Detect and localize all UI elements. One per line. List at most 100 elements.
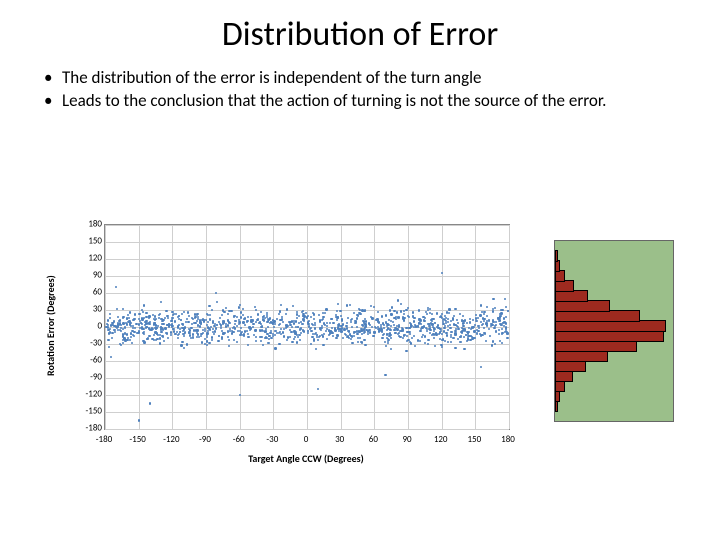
scatter-point (109, 317, 111, 319)
scatter-point (115, 286, 117, 288)
scatter-point (289, 321, 291, 323)
scatter-point (488, 319, 490, 321)
scatter-point (285, 324, 287, 326)
scatter-point (389, 309, 391, 311)
scatter-point (236, 341, 238, 343)
scatter-point (244, 330, 246, 332)
scatter-point (138, 419, 140, 421)
scatter-point (326, 338, 328, 340)
scatter-point (227, 319, 229, 321)
scatter-point (314, 327, 316, 329)
scatter-point (177, 334, 179, 336)
scatter-point (413, 317, 415, 319)
y-tick-label: -180 (86, 423, 102, 434)
scatter-point (364, 309, 366, 311)
histogram-bar (555, 380, 565, 391)
scatter-point (289, 324, 291, 326)
scatter-point (394, 332, 396, 334)
y-tick-label: 0 (97, 321, 102, 332)
scatter-point (450, 334, 452, 336)
scatter-point (294, 336, 296, 338)
scatter-point (247, 336, 249, 338)
scatter-point (290, 331, 292, 333)
scatter-point (447, 318, 449, 320)
scatter-point (159, 337, 161, 339)
scatter-point (255, 336, 257, 338)
scatter-point (436, 312, 438, 314)
scatter-point (270, 332, 272, 334)
scatter-point (179, 331, 181, 333)
scatter-point (400, 303, 402, 305)
scatter-point (282, 321, 284, 323)
scatter-point (339, 310, 341, 312)
scatter-point (332, 322, 334, 324)
scatter-point (218, 321, 220, 323)
scatter-point (218, 335, 220, 337)
scatter-point (324, 312, 326, 314)
scatter-point (170, 331, 172, 333)
scatter-point (454, 330, 456, 332)
scatter-point (204, 343, 206, 345)
scatter-point (505, 326, 507, 328)
scatter-point (296, 317, 298, 319)
scatter-point (332, 335, 334, 337)
scatter-point (183, 311, 185, 313)
scatter-point (431, 318, 433, 320)
scatter-point (273, 326, 275, 328)
scatter-point (331, 318, 333, 320)
scatter-point (302, 329, 304, 331)
scatter-point (142, 311, 144, 313)
scatter-point (250, 316, 252, 318)
scatter-point (337, 303, 339, 305)
scatter-point (107, 339, 109, 341)
scatter-point (200, 322, 202, 324)
scatter-point (387, 323, 389, 325)
histogram-bar (555, 370, 573, 381)
scatter-point (315, 348, 317, 350)
scatter-point (396, 311, 398, 313)
scatter-point (286, 308, 288, 310)
bullet-list: The distribution of the error is indepen… (40, 67, 688, 112)
scatter-point (334, 327, 336, 329)
scatter-point (213, 333, 215, 335)
scatter-point (197, 333, 199, 335)
scatter-point (240, 327, 242, 329)
scatter-point (303, 320, 305, 322)
x-tick-label: 90 (402, 434, 411, 445)
scatter-point (228, 339, 230, 341)
scatter-point (501, 309, 503, 311)
scatter-chart: Rotation Error (Degrees) Target Angle CC… (44, 216, 532, 476)
scatter-point (183, 327, 185, 329)
scatter-point (204, 330, 206, 332)
scatter-point (358, 312, 360, 314)
histogram-bar (555, 320, 666, 331)
figure-row: Rotation Error (Degrees) Target Angle CC… (44, 216, 684, 486)
scatter-point (448, 312, 450, 314)
scatter-point (321, 325, 323, 327)
y-tick-label: -120 (86, 389, 102, 400)
scatter-point (111, 337, 113, 339)
scatter-point (240, 316, 242, 318)
scatter-point (261, 336, 263, 338)
scatter-point (405, 327, 407, 329)
scatter-point (113, 325, 115, 327)
scatter-point (342, 323, 344, 325)
x-tick-label: -90 (199, 434, 211, 445)
scatter-point (506, 332, 508, 334)
page-title: Distribution of Error (0, 0, 720, 55)
scatter-point (363, 320, 365, 322)
scatter-point (483, 327, 485, 329)
scatter-point (308, 320, 310, 322)
scatter-point (440, 315, 442, 317)
scatter-point (164, 317, 166, 319)
scatter-point (400, 310, 402, 312)
scatter-point (142, 340, 144, 342)
histogram-bar (555, 400, 558, 411)
scatter-point (216, 301, 218, 303)
scatter-point (346, 304, 348, 306)
bullet-item: The distribution of the error is indepen… (40, 67, 688, 88)
scatter-point (418, 322, 420, 324)
scatter-point (252, 326, 254, 328)
scatter-point (363, 339, 365, 341)
scatter-point (478, 327, 480, 329)
